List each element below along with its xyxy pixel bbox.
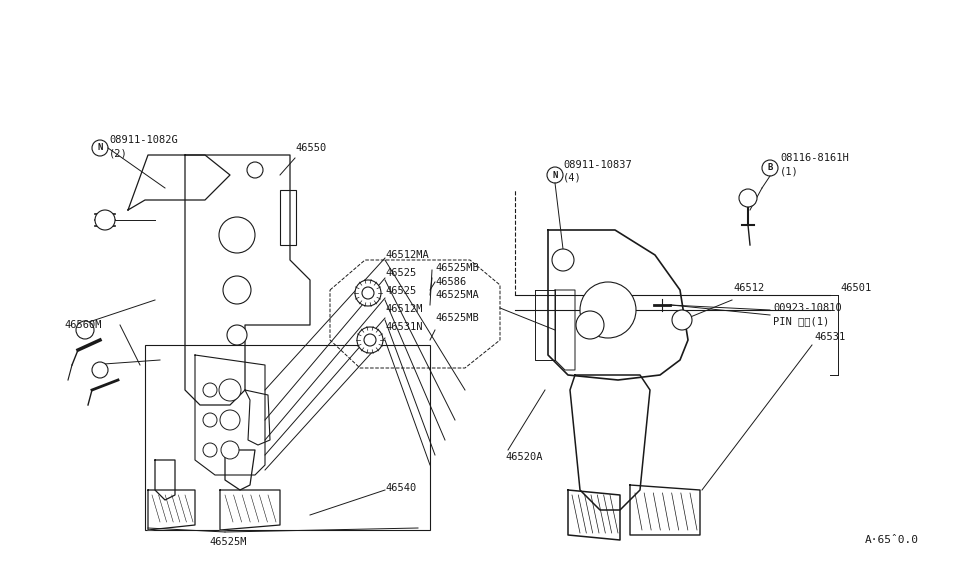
Text: 46586: 46586 [435, 277, 466, 287]
Text: 46525M: 46525M [210, 537, 247, 547]
Text: 46560M: 46560M [64, 320, 101, 330]
Text: N: N [552, 170, 558, 179]
Text: 46550: 46550 [295, 143, 327, 153]
Circle shape [219, 379, 241, 401]
Text: 46501: 46501 [840, 283, 872, 293]
Circle shape [220, 410, 240, 430]
Circle shape [219, 217, 255, 253]
Polygon shape [195, 355, 265, 475]
Bar [280, 190, 296, 245]
Text: (4): (4) [563, 173, 582, 183]
Text: 46512M: 46512M [385, 304, 422, 314]
Polygon shape [555, 290, 575, 370]
Polygon shape [568, 490, 620, 540]
Text: B: B [767, 164, 772, 173]
Circle shape [223, 276, 251, 304]
Circle shape [92, 362, 108, 378]
Circle shape [203, 443, 217, 457]
Polygon shape [245, 390, 270, 445]
Text: N: N [98, 144, 102, 152]
Text: 08911-1082G: 08911-1082G [109, 135, 177, 145]
Circle shape [95, 210, 115, 230]
Text: 46512: 46512 [733, 283, 764, 293]
Circle shape [362, 287, 374, 299]
Text: 08911-10837: 08911-10837 [563, 160, 632, 170]
Text: A·65ˆ0.0: A·65ˆ0.0 [865, 535, 919, 545]
Text: 46512MA: 46512MA [385, 250, 429, 260]
Circle shape [76, 321, 94, 339]
Circle shape [364, 334, 376, 346]
Text: 46525MA: 46525MA [435, 290, 479, 300]
Text: 08116-8161H: 08116-8161H [780, 153, 849, 163]
Text: 46525MB: 46525MB [435, 263, 479, 273]
Circle shape [227, 325, 247, 345]
Polygon shape [225, 450, 255, 490]
Text: 46540: 46540 [385, 483, 416, 493]
Polygon shape [535, 290, 555, 360]
Text: 46525MB: 46525MB [435, 313, 479, 323]
Circle shape [739, 189, 757, 207]
Text: 46531N: 46531N [385, 322, 422, 332]
Polygon shape [148, 490, 195, 530]
Circle shape [672, 310, 692, 330]
Polygon shape [128, 155, 230, 210]
Text: (2): (2) [109, 148, 128, 158]
Text: (1): (1) [780, 166, 799, 176]
Circle shape [355, 280, 381, 306]
Polygon shape [570, 375, 650, 510]
Text: 46525: 46525 [385, 286, 416, 296]
Text: 00923-10810: 00923-10810 [773, 303, 841, 313]
Circle shape [221, 441, 239, 459]
Circle shape [576, 311, 604, 339]
Text: PIN ビン(1): PIN ビン(1) [773, 316, 830, 326]
Text: 46531: 46531 [814, 332, 845, 342]
Bar [145, 345, 430, 530]
Polygon shape [185, 155, 310, 405]
Polygon shape [330, 260, 500, 368]
Circle shape [247, 162, 263, 178]
Circle shape [203, 383, 217, 397]
Polygon shape [630, 485, 700, 535]
Circle shape [203, 413, 217, 427]
Polygon shape [220, 490, 280, 530]
Circle shape [580, 282, 636, 338]
Text: 46520A: 46520A [505, 452, 542, 462]
Polygon shape [155, 460, 175, 500]
Circle shape [552, 249, 574, 271]
Polygon shape [548, 230, 688, 380]
Text: 46525: 46525 [385, 268, 416, 278]
Circle shape [357, 327, 383, 353]
